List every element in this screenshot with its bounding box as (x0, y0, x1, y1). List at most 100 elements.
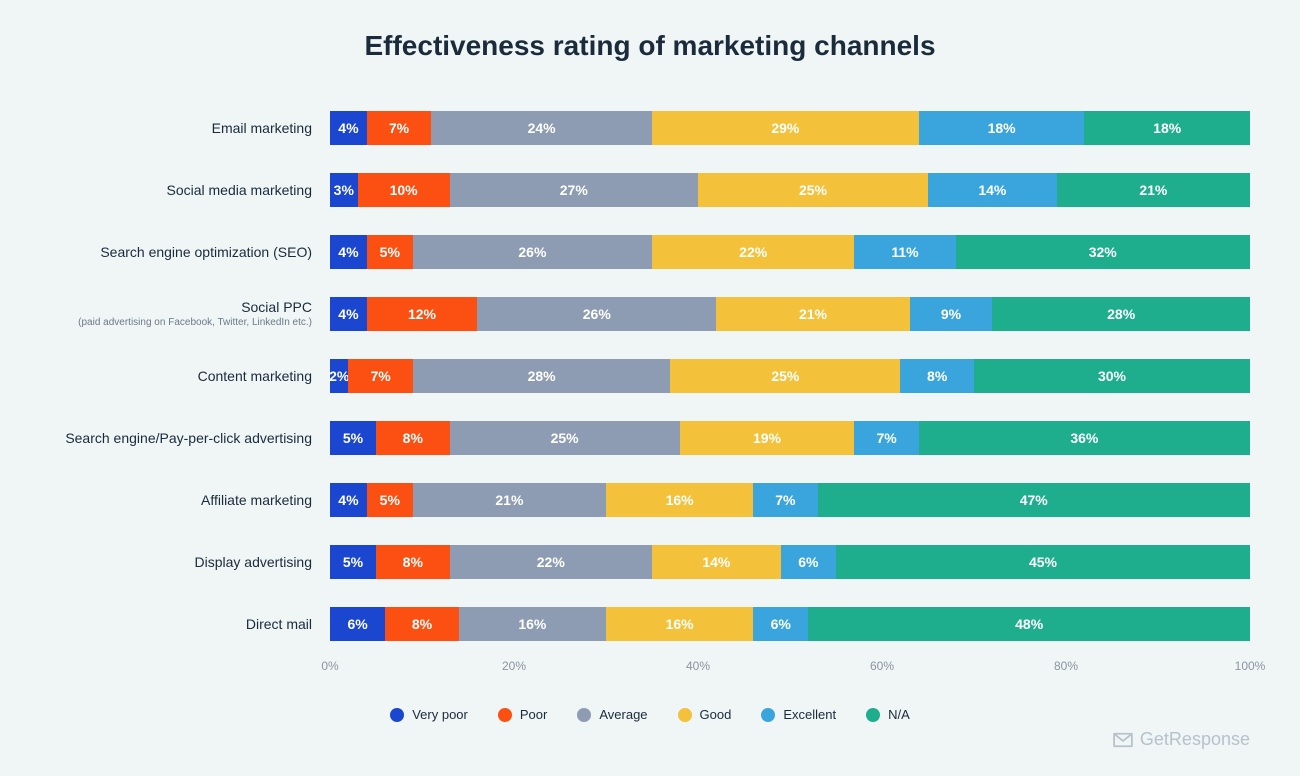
legend-swatch (866, 708, 880, 722)
bar-segment: 16% (606, 607, 753, 641)
chart-container: Effectiveness rating of marketing channe… (0, 0, 1300, 742)
row-label-main: Search engine optimization (SEO) (100, 244, 312, 261)
bar-segment: 36% (919, 421, 1250, 455)
bar-segment: 12% (367, 297, 477, 331)
bar-row: 3%10%27%25%14%21% (330, 159, 1250, 221)
bar-segment: 25% (670, 359, 900, 393)
legend-label: Very poor (412, 707, 468, 722)
bar-segment: 10% (358, 173, 450, 207)
legend-item: Excellent (761, 707, 836, 722)
bar-segment: 21% (716, 297, 909, 331)
y-axis-labels: Email marketing Social media marketing Sea… (50, 97, 330, 679)
x-axis-tick: 80% (1054, 659, 1078, 673)
row-label: Email marketing (50, 97, 330, 159)
bar-segment: 8% (900, 359, 974, 393)
bar-segment: 48% (808, 607, 1250, 641)
bar-segment: 4% (330, 297, 367, 331)
row-label-main: Content marketing (198, 368, 312, 385)
brand-logo: GetResponse (1112, 729, 1250, 750)
bar-segment: 16% (459, 607, 606, 641)
bar-segment: 4% (330, 483, 367, 517)
bar-track: 2%7%28%25%8%30% (330, 359, 1250, 393)
legend-swatch (761, 708, 775, 722)
bar-segment: 8% (385, 607, 459, 641)
bar-segment: 8% (376, 545, 450, 579)
bar-segment: 5% (330, 545, 376, 579)
bar-segment: 25% (450, 421, 680, 455)
bar-row: 5%8%22%14%6%45% (330, 531, 1250, 593)
bar-segment: 7% (753, 483, 817, 517)
bar-segment: 28% (413, 359, 671, 393)
envelope-icon (1112, 732, 1134, 748)
bar-segment: 6% (753, 607, 808, 641)
bar-segment: 7% (854, 421, 918, 455)
bar-segment: 11% (854, 235, 955, 269)
bar-segment: 30% (974, 359, 1250, 393)
x-axis-tick: 100% (1235, 659, 1266, 673)
bar-segment: 25% (698, 173, 928, 207)
bar-segment: 24% (431, 111, 652, 145)
row-label: Content marketing (50, 345, 330, 407)
bar-segment: 28% (992, 297, 1250, 331)
row-label-main: Social PPC (241, 299, 312, 316)
legend-label: Excellent (783, 707, 836, 722)
row-label: Search engine/Pay-per-click advertising (50, 407, 330, 469)
row-label-main: Social media marketing (166, 182, 312, 199)
bar-row: 5%8%25%19%7%36% (330, 407, 1250, 469)
bar-segment: 22% (450, 545, 652, 579)
bar-segment: 45% (836, 545, 1250, 579)
bar-track: 4%5%21%16%7%47% (330, 483, 1250, 517)
bar-segment: 47% (818, 483, 1250, 517)
legend-label: Average (599, 707, 647, 722)
bar-track: 3%10%27%25%14%21% (330, 173, 1250, 207)
bar-segment: 3% (330, 173, 358, 207)
row-label-main: Email marketing (212, 120, 312, 137)
row-label-main: Display advertising (195, 554, 313, 571)
bar-segment: 5% (367, 235, 413, 269)
bar-segment: 7% (367, 111, 431, 145)
bar-segment: 6% (330, 607, 385, 641)
row-label: Direct mail (50, 593, 330, 655)
bars-stack: 4%7%24%29%18%18%3%10%27%25%14%21%4%5%26%… (330, 97, 1250, 655)
bar-row: 4%5%21%16%7%47% (330, 469, 1250, 531)
bar-segment: 14% (928, 173, 1057, 207)
row-label-main: Affiliate marketing (201, 492, 312, 509)
bar-segment: 29% (652, 111, 919, 145)
x-axis-tick: 20% (502, 659, 526, 673)
bar-segment: 5% (330, 421, 376, 455)
bar-row: 6%8%16%16%6%48% (330, 593, 1250, 655)
row-label: Display advertising (50, 531, 330, 593)
bar-segment: 26% (413, 235, 652, 269)
bar-segment: 18% (919, 111, 1085, 145)
bar-segment: 4% (330, 235, 367, 269)
legend-item: Good (678, 707, 732, 722)
legend-item: N/A (866, 707, 910, 722)
legend-swatch (498, 708, 512, 722)
bar-track: 4%7%24%29%18%18% (330, 111, 1250, 145)
legend-label: N/A (888, 707, 910, 722)
bar-row: 4%5%26%22%11%32% (330, 221, 1250, 283)
bar-segment: 5% (367, 483, 413, 517)
row-label-main: Direct mail (246, 616, 312, 633)
x-axis-tick: 40% (686, 659, 710, 673)
bar-segment: 8% (376, 421, 450, 455)
bar-track: 5%8%22%14%6%45% (330, 545, 1250, 579)
bar-segment: 21% (413, 483, 606, 517)
bar-track: 5%8%25%19%7%36% (330, 421, 1250, 455)
brand-name: GetResponse (1140, 729, 1250, 750)
bar-row: 4%12%26%21%9%28% (330, 283, 1250, 345)
bar-segment: 19% (680, 421, 855, 455)
bar-segment: 18% (1084, 111, 1250, 145)
row-label: Search engine optimization (SEO) (50, 221, 330, 283)
plot-area: 4%7%24%29%18%18%3%10%27%25%14%21%4%5%26%… (330, 97, 1250, 679)
chart-title: Effectiveness rating of marketing channe… (50, 30, 1250, 62)
row-label: Social PPC(paid advertising on Facebook,… (50, 283, 330, 345)
row-label: Affiliate marketing (50, 469, 330, 531)
legend-label: Good (700, 707, 732, 722)
legend: Very poor Poor Average Good Excellent N/A (50, 707, 1250, 722)
legend-item: Very poor (390, 707, 468, 722)
legend-item: Poor (498, 707, 547, 722)
legend-item: Average (577, 707, 647, 722)
bar-track: 4%5%26%22%11%32% (330, 235, 1250, 269)
bar-segment: 9% (910, 297, 993, 331)
